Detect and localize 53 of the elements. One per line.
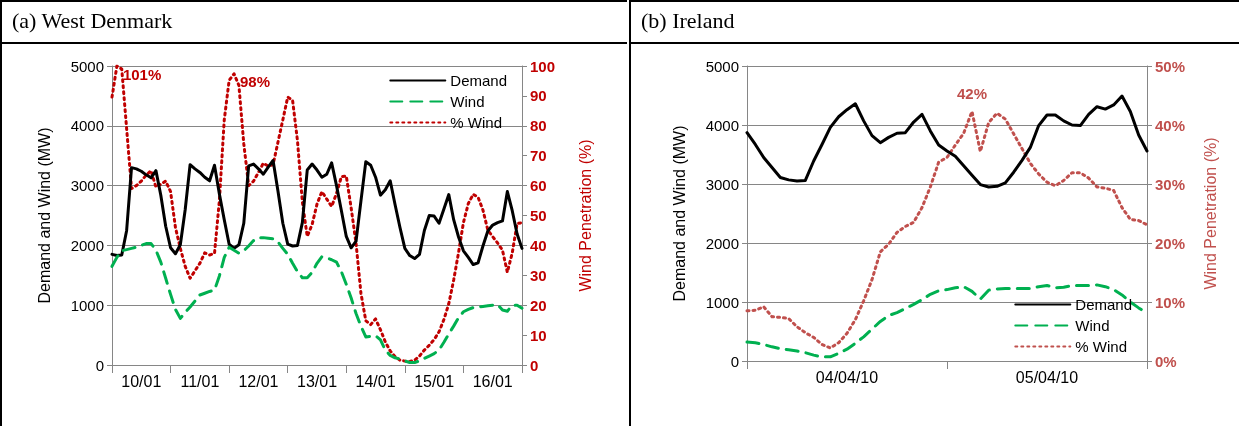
y2-tick-label: 80 [530,117,547,135]
y2-tick-label: 30 [530,266,547,284]
y2-tick-label: 90 [530,87,547,105]
y-tick-label: 1000 [70,296,104,314]
x-tick-label: 05/04/10 [1015,368,1079,386]
y2-tick-label: 50 [530,207,547,224]
y2-tick-label: 100 [530,57,556,75]
x-tick-label: 10/01 [121,372,162,390]
annotation: 42% [956,85,988,103]
y2-tick-label: 10% [1155,293,1186,311]
chart-title: (a) West Denmark [2,0,627,44]
x-tick-label: 15/01 [414,372,455,390]
y-tick-label: 0 [95,356,104,374]
y2-tick-label: 40% [1155,116,1186,134]
y2-tick-label: 40 [530,236,547,254]
y2-tick-label: 20 [530,296,547,314]
y2-tick-label: 30% [1155,175,1186,193]
x-tick-label: 11/01 [180,372,220,390]
y-tick-label: 5000 [70,57,104,75]
x-tick-label: 16/01 [472,372,513,390]
annotation: 98% [240,73,271,91]
y2-axis-title: Wind Penetration (%) [1201,137,1219,290]
y-tick-label: 4000 [705,116,739,134]
y2-tick-label: 70 [530,147,547,165]
y2-tick-label: 20% [1155,234,1186,252]
y2-axis-title: Wind Penetration (%) [576,139,594,292]
y-tick-label: 5000 [705,57,739,75]
annotation: 101% [122,65,162,83]
chart-title: (b) Ireland [631,0,1239,44]
legend-label: Wind [1075,317,1110,334]
y2-tick-label: 60 [530,177,547,195]
y-tick-label: 0 [730,352,739,370]
y-tick-label: 1000 [705,293,739,311]
legend-label: Demand [450,72,508,89]
y2-tick-label: 0 [530,356,539,374]
legend-label: Demand [1075,296,1133,313]
x-tick-label: 13/01 [296,372,338,390]
y-tick-label: 2000 [705,234,739,252]
x-tick-label: 14/01 [355,372,396,390]
y2-tick-label: 0% [1155,352,1177,370]
y2-tick-label: 10 [530,326,547,344]
legend-label: % Wind [1075,338,1127,355]
y-tick-label: 3000 [705,175,739,193]
y-axis-title: Demand and Wind (MW) [35,127,53,304]
legend-label: % Wind [450,114,502,131]
y-tick-label: 4000 [70,117,104,135]
y-tick-label: 3000 [70,177,104,195]
y-tick-label: 2000 [70,236,104,254]
y2-tick-label: 50% [1155,57,1186,75]
x-tick-label: 12/01 [238,372,279,390]
x-tick-label: 04/04/10 [815,368,879,386]
y-axis-title: Demand and Wind (MW) [670,125,688,302]
legend-label: Wind [450,93,485,110]
